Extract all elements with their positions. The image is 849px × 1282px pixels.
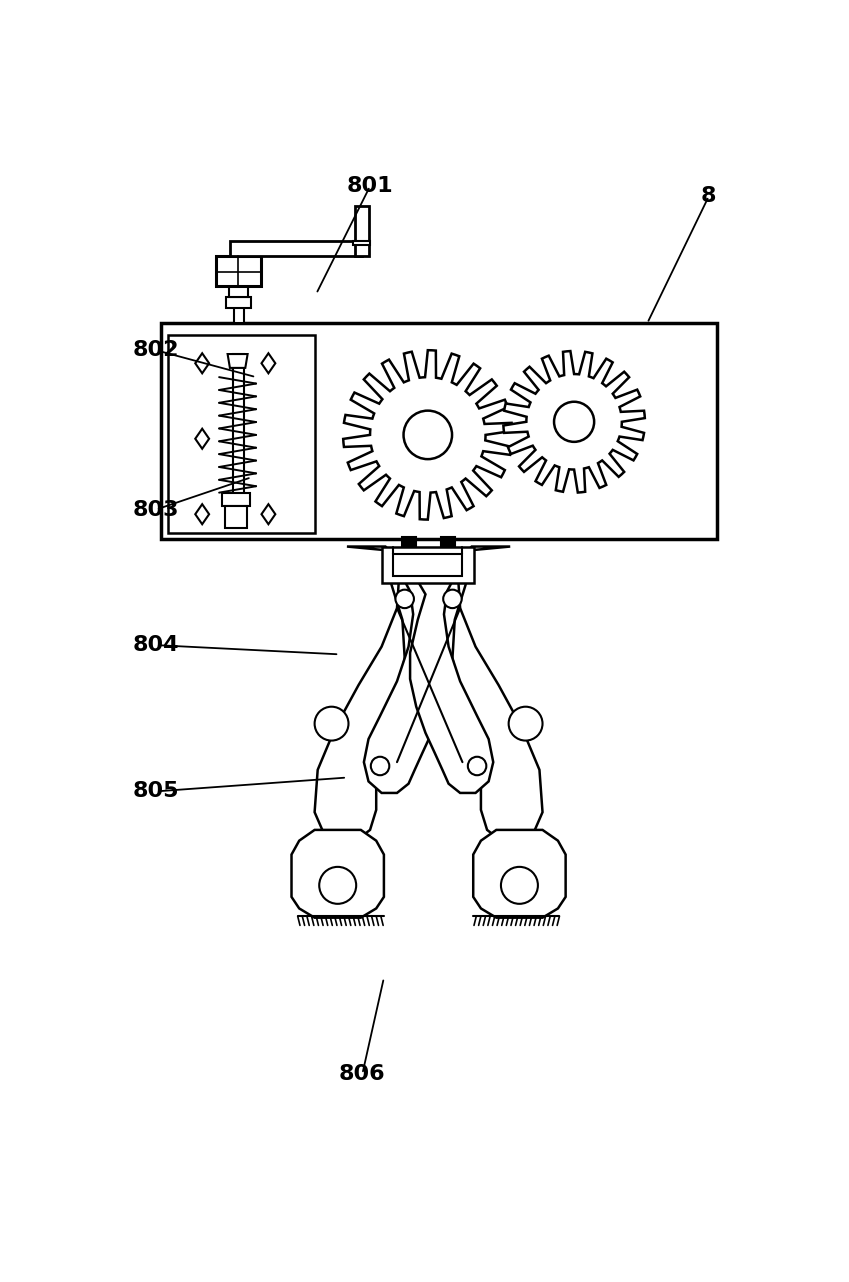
Circle shape [315, 706, 348, 741]
Circle shape [509, 706, 543, 741]
Circle shape [396, 590, 414, 608]
Bar [381, 546, 474, 583]
Circle shape [554, 401, 594, 442]
Text: 802: 802 [132, 340, 179, 360]
Bar [229, 286, 248, 297]
Text: 803: 803 [132, 500, 179, 519]
Polygon shape [315, 546, 405, 841]
Bar [216, 256, 261, 286]
Polygon shape [195, 354, 209, 373]
Circle shape [443, 590, 462, 608]
Polygon shape [195, 504, 209, 524]
Polygon shape [228, 354, 248, 368]
Polygon shape [261, 354, 275, 373]
Polygon shape [195, 428, 209, 449]
Polygon shape [343, 350, 513, 519]
Bar [230, 241, 363, 256]
Circle shape [371, 756, 390, 776]
Circle shape [403, 410, 452, 459]
Polygon shape [503, 351, 645, 492]
Bar [160, 323, 717, 538]
Bar [233, 354, 244, 515]
Bar [355, 206, 368, 256]
Circle shape [319, 867, 357, 904]
Bar [168, 335, 315, 533]
Text: 801: 801 [346, 176, 393, 196]
Text: 805: 805 [132, 782, 179, 801]
Bar [225, 506, 247, 528]
Bar [233, 271, 244, 323]
Polygon shape [261, 504, 275, 524]
Bar [222, 492, 250, 506]
Circle shape [501, 867, 538, 904]
Polygon shape [291, 829, 384, 918]
Text: 8: 8 [701, 186, 717, 206]
Bar [441, 537, 455, 546]
Text: 804: 804 [132, 635, 179, 655]
Text: 806: 806 [339, 1064, 385, 1085]
Polygon shape [453, 546, 543, 841]
Polygon shape [402, 581, 493, 794]
Bar [402, 537, 416, 546]
Circle shape [468, 756, 486, 776]
Polygon shape [364, 581, 455, 794]
Polygon shape [473, 829, 565, 918]
Bar [226, 297, 250, 308]
Bar [393, 554, 463, 576]
Bar [353, 241, 370, 245]
